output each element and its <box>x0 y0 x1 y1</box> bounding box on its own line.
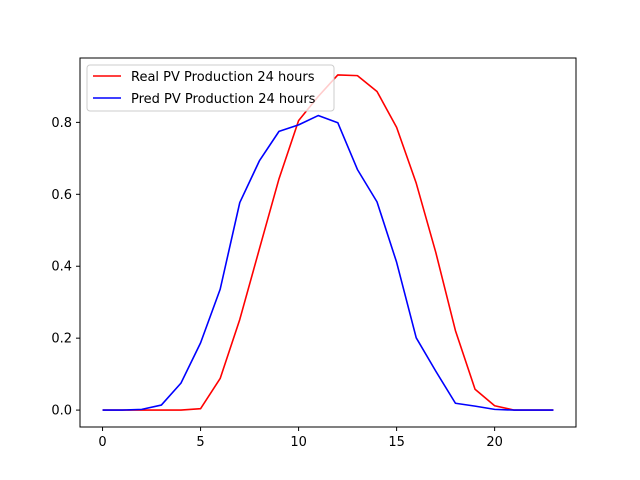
y-tick-label: 0.2 <box>51 332 72 347</box>
legend-label-pred: Pred PV Production 24 hours <box>131 92 316 107</box>
x-tick-label: 15 <box>388 435 405 450</box>
lines-layer <box>102 74 554 411</box>
legend-label-real: Real PV Production 24 hours <box>131 70 315 85</box>
plot-frame <box>79 57 577 428</box>
ticks-layer: 0 5 10 15 20 0.0 0.2 0.4 0.6 0.8 <box>51 116 503 450</box>
x-tick-label: 5 <box>196 435 204 450</box>
series-line-pred <box>102 114 554 411</box>
x-tick-label: 0 <box>98 435 106 450</box>
legend: Real PV Production 24 hours Pred PV Prod… <box>86 64 335 112</box>
legend-box <box>86 64 335 112</box>
x-tick-label: 10 <box>290 435 307 450</box>
series-line-real <box>102 74 554 411</box>
y-tick-label: 0.4 <box>51 260 72 275</box>
y-tick-label: 0.0 <box>51 404 72 419</box>
y-tick-label: 0.6 <box>51 188 72 203</box>
x-tick-label: 20 <box>486 435 503 450</box>
y-tick-label: 0.8 <box>51 116 72 131</box>
